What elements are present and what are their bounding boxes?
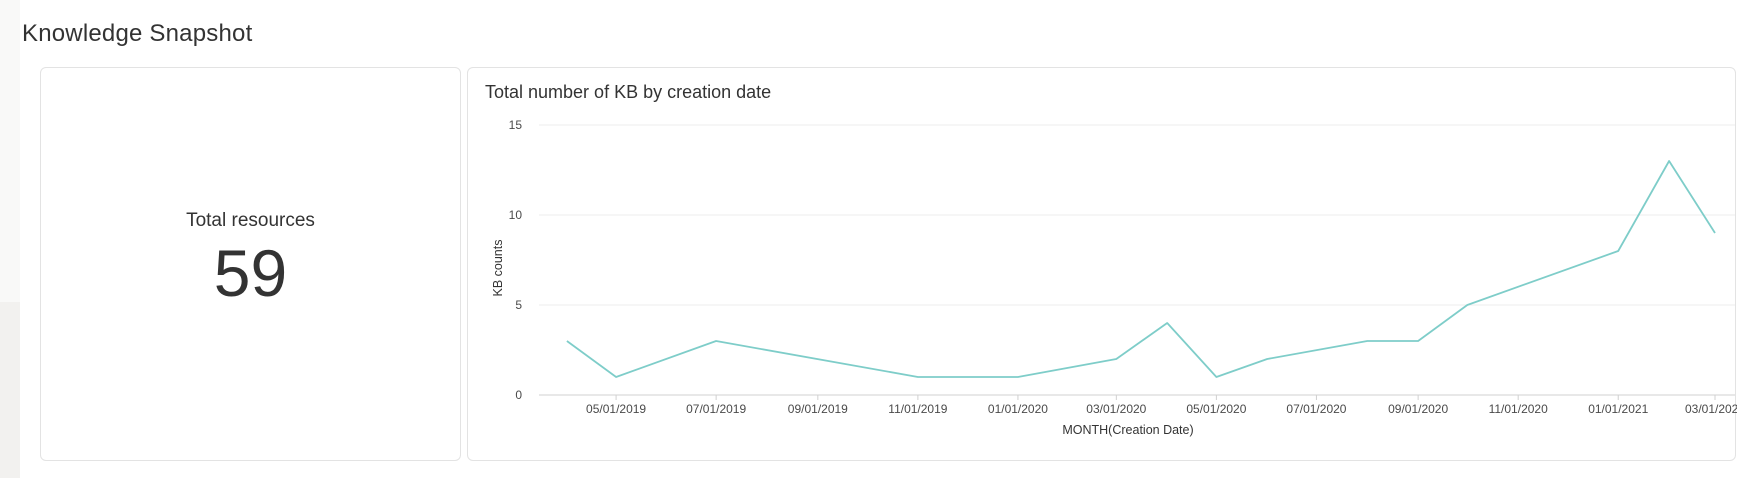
data-point xyxy=(1165,321,1169,325)
kpi-label: Total resources xyxy=(186,210,315,231)
data-point xyxy=(1465,303,1469,307)
data-point xyxy=(1616,249,1620,253)
x-axis-label: MONTH(Creation Date) xyxy=(1062,423,1193,437)
y-tick-label: 5 xyxy=(515,298,522,312)
x-tick-label: 05/01/2020 xyxy=(1186,402,1246,416)
x-tick-label: 03/01/2020 xyxy=(1086,402,1146,416)
line-chart: 0 5 10 15 05/01/2019 07/01/2019 09/01/2019 11/0… xyxy=(491,118,1737,437)
x-tick-label: 01/01/2021 xyxy=(1588,402,1648,416)
chart-title: Total number of KB by creation date xyxy=(485,82,772,102)
data-point xyxy=(1667,159,1671,163)
data-point xyxy=(1016,375,1020,379)
data-point xyxy=(1713,231,1717,235)
data-point xyxy=(565,339,569,343)
x-tick-label: 09/01/2020 xyxy=(1388,402,1448,416)
data-point xyxy=(714,339,718,343)
left-edge-lower xyxy=(0,302,20,478)
y-tick-label: 15 xyxy=(509,118,523,132)
left-edge-strip xyxy=(0,0,20,478)
data-point xyxy=(916,375,920,379)
data-point xyxy=(1416,339,1420,343)
x-tick-label: 07/01/2019 xyxy=(686,402,746,416)
total-resources-card: Total resources 59 xyxy=(40,67,461,461)
y-axis-label: KB counts xyxy=(491,240,505,297)
page-title: Knowledge Snapshot xyxy=(22,20,253,47)
data-point xyxy=(614,375,618,379)
data-point xyxy=(1265,357,1269,361)
x-tick-label: 11/01/2020 xyxy=(1489,402,1548,416)
kpi-value: 59 xyxy=(213,236,288,310)
x-tick-label: 03/01/2021 xyxy=(1685,402,1737,416)
left-edge-upper xyxy=(0,0,20,302)
data-point xyxy=(1114,357,1118,361)
y-tick-label: 0 xyxy=(515,388,522,402)
x-tick-label: 01/01/2020 xyxy=(988,402,1048,416)
x-tick-label: 07/01/2020 xyxy=(1286,402,1346,416)
data-point xyxy=(1365,339,1369,343)
x-tick-label: 11/01/2019 xyxy=(888,402,947,416)
data-point xyxy=(1214,375,1218,379)
y-tick-label: 10 xyxy=(509,208,523,222)
kb-line-chart-card: Total number of KB by creation date 0 5 10… xyxy=(467,67,1737,461)
x-tick-label: 09/01/2019 xyxy=(788,402,848,416)
x-tick-label: 05/01/2019 xyxy=(586,402,646,416)
series-line xyxy=(566,160,1716,378)
